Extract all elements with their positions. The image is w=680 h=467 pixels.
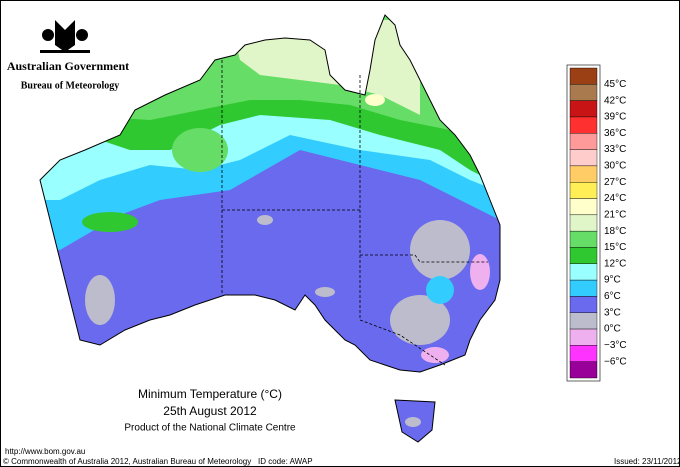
legend-swatch [569,214,598,232]
caption-product: Product of the National Climate Centre [124,423,296,434]
legend-label: 42°C [604,95,626,106]
legend-swatch [569,198,598,216]
header-subtitle: Bureau of Meteorology [21,80,120,91]
legend-swatch [569,345,598,362]
caption-title: Minimum Temperature (°C) [138,387,282,401]
legend-swatch [569,328,598,346]
legend-label: 12°C [604,258,626,269]
legend-label: 0°C [604,324,621,335]
legend-swatch [569,247,598,264]
legend-swatch [569,263,598,281]
legend-swatch [569,165,598,183]
legend-label: 30°C [604,161,626,172]
legend-box [566,64,601,382]
caption-date: 25th August 2012 [163,404,257,418]
legend-label: 36°C [604,128,626,139]
legend-label: 39°C [604,112,626,123]
legend-swatch [569,149,598,167]
legend-label: 6°C [604,291,621,302]
legend-label: 27°C [604,177,626,188]
legend-swatch [569,230,598,248]
legend-label: 21°C [604,209,626,220]
legend-label: −6°C [604,356,627,367]
legend-label: 3°C [604,307,621,318]
state-borders [221,60,488,366]
legend-swatch [569,296,598,313]
legend-swatch [569,116,598,134]
legend-label: 18°C [604,226,626,237]
footer-id: ID code: AWAP [258,457,313,466]
legend-label: 9°C [604,275,621,286]
footer-issued: Issued: 23/11/2012 [614,457,680,466]
legend-swatch [569,182,598,199]
footer-url: http://www.bom.gov.au [5,447,85,456]
legend-label: 15°C [604,242,626,253]
legend-swatch [569,84,598,101]
legend-label: 33°C [604,144,626,155]
legend-swatch [569,279,598,297]
header-title: Australian Government [7,59,129,73]
legend-swatch [569,67,598,85]
legend-swatch [569,312,598,330]
legend-swatch [569,133,598,150]
legend-label: 45°C [604,79,626,90]
legend: 45°C 42°C 39°C 36°C 33°C 30°C 27°C 24°C 21°C 18°C… [566,64,627,382]
legend-swatch [569,100,598,118]
legend-swatch [569,361,598,379]
footer-copyright: © Commonwealth of Australia 2012, Austra… [3,457,251,466]
coat-of-arms [40,20,90,53]
legend-label: 24°C [604,193,626,204]
legend-label: −3°C [604,340,627,351]
